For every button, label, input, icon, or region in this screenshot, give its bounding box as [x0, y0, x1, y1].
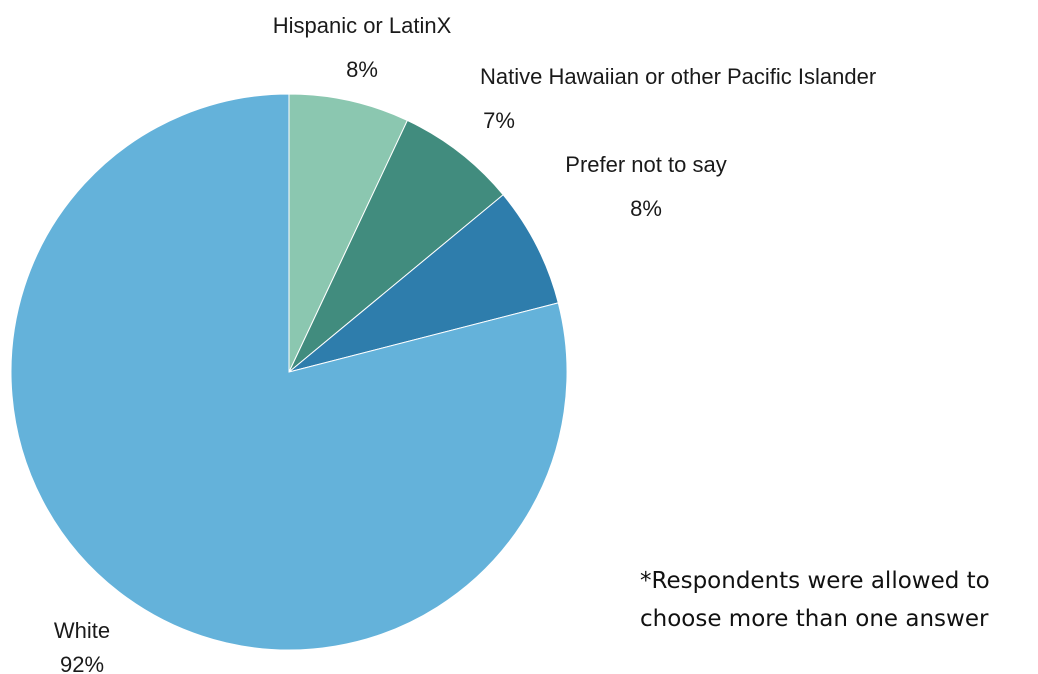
- slice-label: Prefer not to say: [565, 152, 726, 177]
- pie-slices: [10, 93, 568, 651]
- pie-labels: Hispanic or LatinX 8% Native Hawaiian or o…: [54, 13, 876, 674]
- pie-slice-native-hawaiian-or-other-pacific-islander: [288, 119, 504, 373]
- slice-value-label: 8%: [630, 196, 662, 221]
- pie-slice-hispanic-or-latinx: [288, 93, 409, 373]
- footnote-line-2: choose more than one answer: [640, 606, 989, 632]
- slice-value-label: 8%: [346, 57, 378, 82]
- pie-slice-prefer-not-to-say: [288, 194, 559, 373]
- slice-label: Native Hawaiian or other Pacific Islande…: [480, 64, 876, 89]
- slice-value-label: 92%: [60, 652, 104, 674]
- slice-value-label: 7%: [483, 108, 515, 133]
- slice-label: Hispanic or LatinX: [273, 13, 452, 38]
- footnote-line-1: *Respondents were allowed to: [640, 568, 990, 594]
- slice-label: White: [54, 618, 110, 643]
- pie-slice-white: [10, 93, 568, 651]
- footnote: *Respondents were allowed to choose more…: [640, 562, 1038, 638]
